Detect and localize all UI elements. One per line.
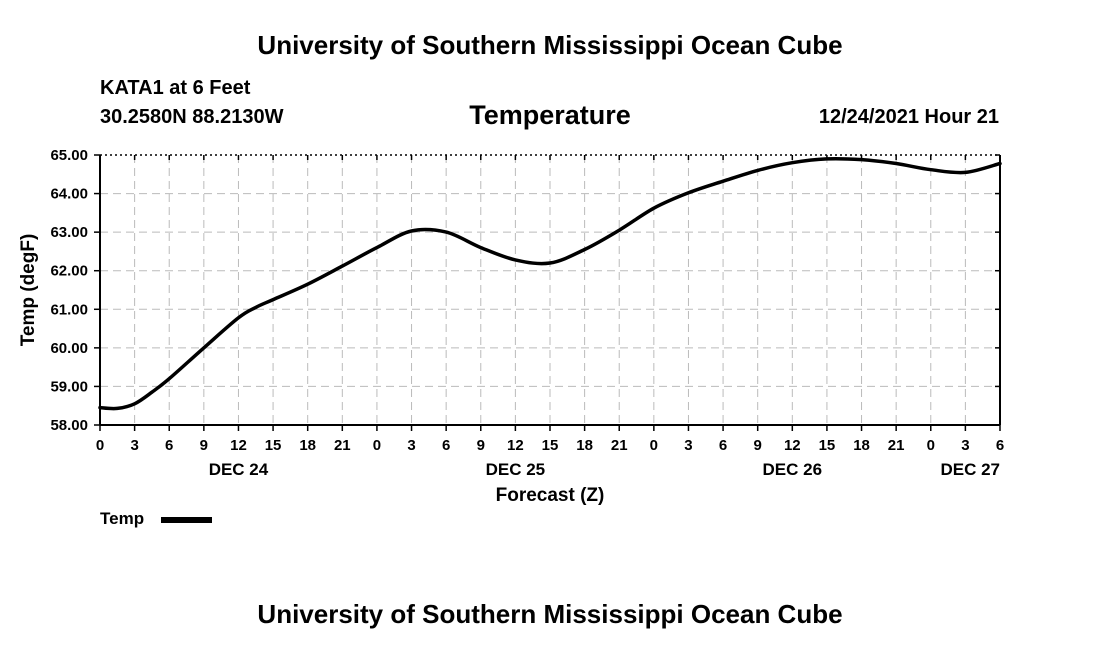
x-tick-label: 0 (650, 437, 658, 454)
x-tick-label: 15 (265, 437, 282, 454)
y-tick-label: 60.00 (50, 340, 88, 357)
day-label: DEC 25 (486, 460, 546, 479)
x-tick-label: 0 (927, 437, 935, 454)
x-tick-label: 9 (477, 437, 485, 454)
day-label: DEC 24 (209, 460, 269, 479)
x-axis-title: Forecast (Z) (496, 485, 605, 506)
x-tick-label: 21 (611, 437, 628, 454)
x-tick-label: 18 (299, 437, 316, 454)
x-tick-label: 3 (684, 437, 692, 454)
x-tick-label: 9 (754, 437, 762, 454)
x-tick-label: 15 (542, 437, 559, 454)
x-tick-label: 15 (819, 437, 836, 454)
x-tick-label: 6 (165, 437, 173, 454)
x-tick-label: 21 (334, 437, 351, 454)
y-tick-label: 63.00 (50, 224, 88, 241)
x-tick-label: 6 (996, 437, 1004, 454)
x-tick-label: 12 (230, 437, 247, 454)
x-tick-label: 3 (130, 437, 138, 454)
footer-title: University of Southern Mississippi Ocean… (257, 599, 843, 629)
forecast-timestamp: 12/24/2021 Hour 21 (818, 106, 999, 128)
station-coordinates: 30.2580N 88.2130W (100, 106, 284, 128)
day-label: DEC 27 (940, 460, 1000, 479)
chart-title: Temperature (469, 100, 631, 130)
y-tick-label: 58.00 (50, 417, 88, 434)
y-tick-label: 62.00 (50, 263, 88, 280)
page-title: University of Southern Mississippi Ocean… (257, 30, 843, 60)
y-tick-label: 61.00 (50, 301, 88, 318)
station-label: KATA1 at 6 Feet (100, 77, 251, 99)
day-label: DEC 26 (763, 460, 823, 479)
y-tick-label: 59.00 (50, 378, 88, 395)
y-axis-title: Temp (degF) (18, 234, 39, 347)
x-tick-label: 6 (442, 437, 450, 454)
legend-label: Temp (100, 509, 145, 528)
x-tick-label: 12 (784, 437, 801, 454)
x-tick-label: 18 (576, 437, 593, 454)
x-tick-label: 0 (96, 437, 104, 454)
x-tick-label: 18 (853, 437, 870, 454)
x-tick-label: 12 (507, 437, 524, 454)
x-tick-label: 3 (961, 437, 969, 454)
x-tick-label: 3 (407, 437, 415, 454)
x-tick-label: 9 (200, 437, 208, 454)
series-line-temp (98, 156, 1002, 411)
x-tick-label: 21 (888, 437, 905, 454)
x-tick-label: 6 (719, 437, 727, 454)
legend-swatch (161, 517, 212, 523)
x-tick-label: 0 (373, 437, 381, 454)
y-tick-label: 65.00 (50, 147, 88, 164)
y-tick-label: 64.00 (50, 186, 88, 203)
